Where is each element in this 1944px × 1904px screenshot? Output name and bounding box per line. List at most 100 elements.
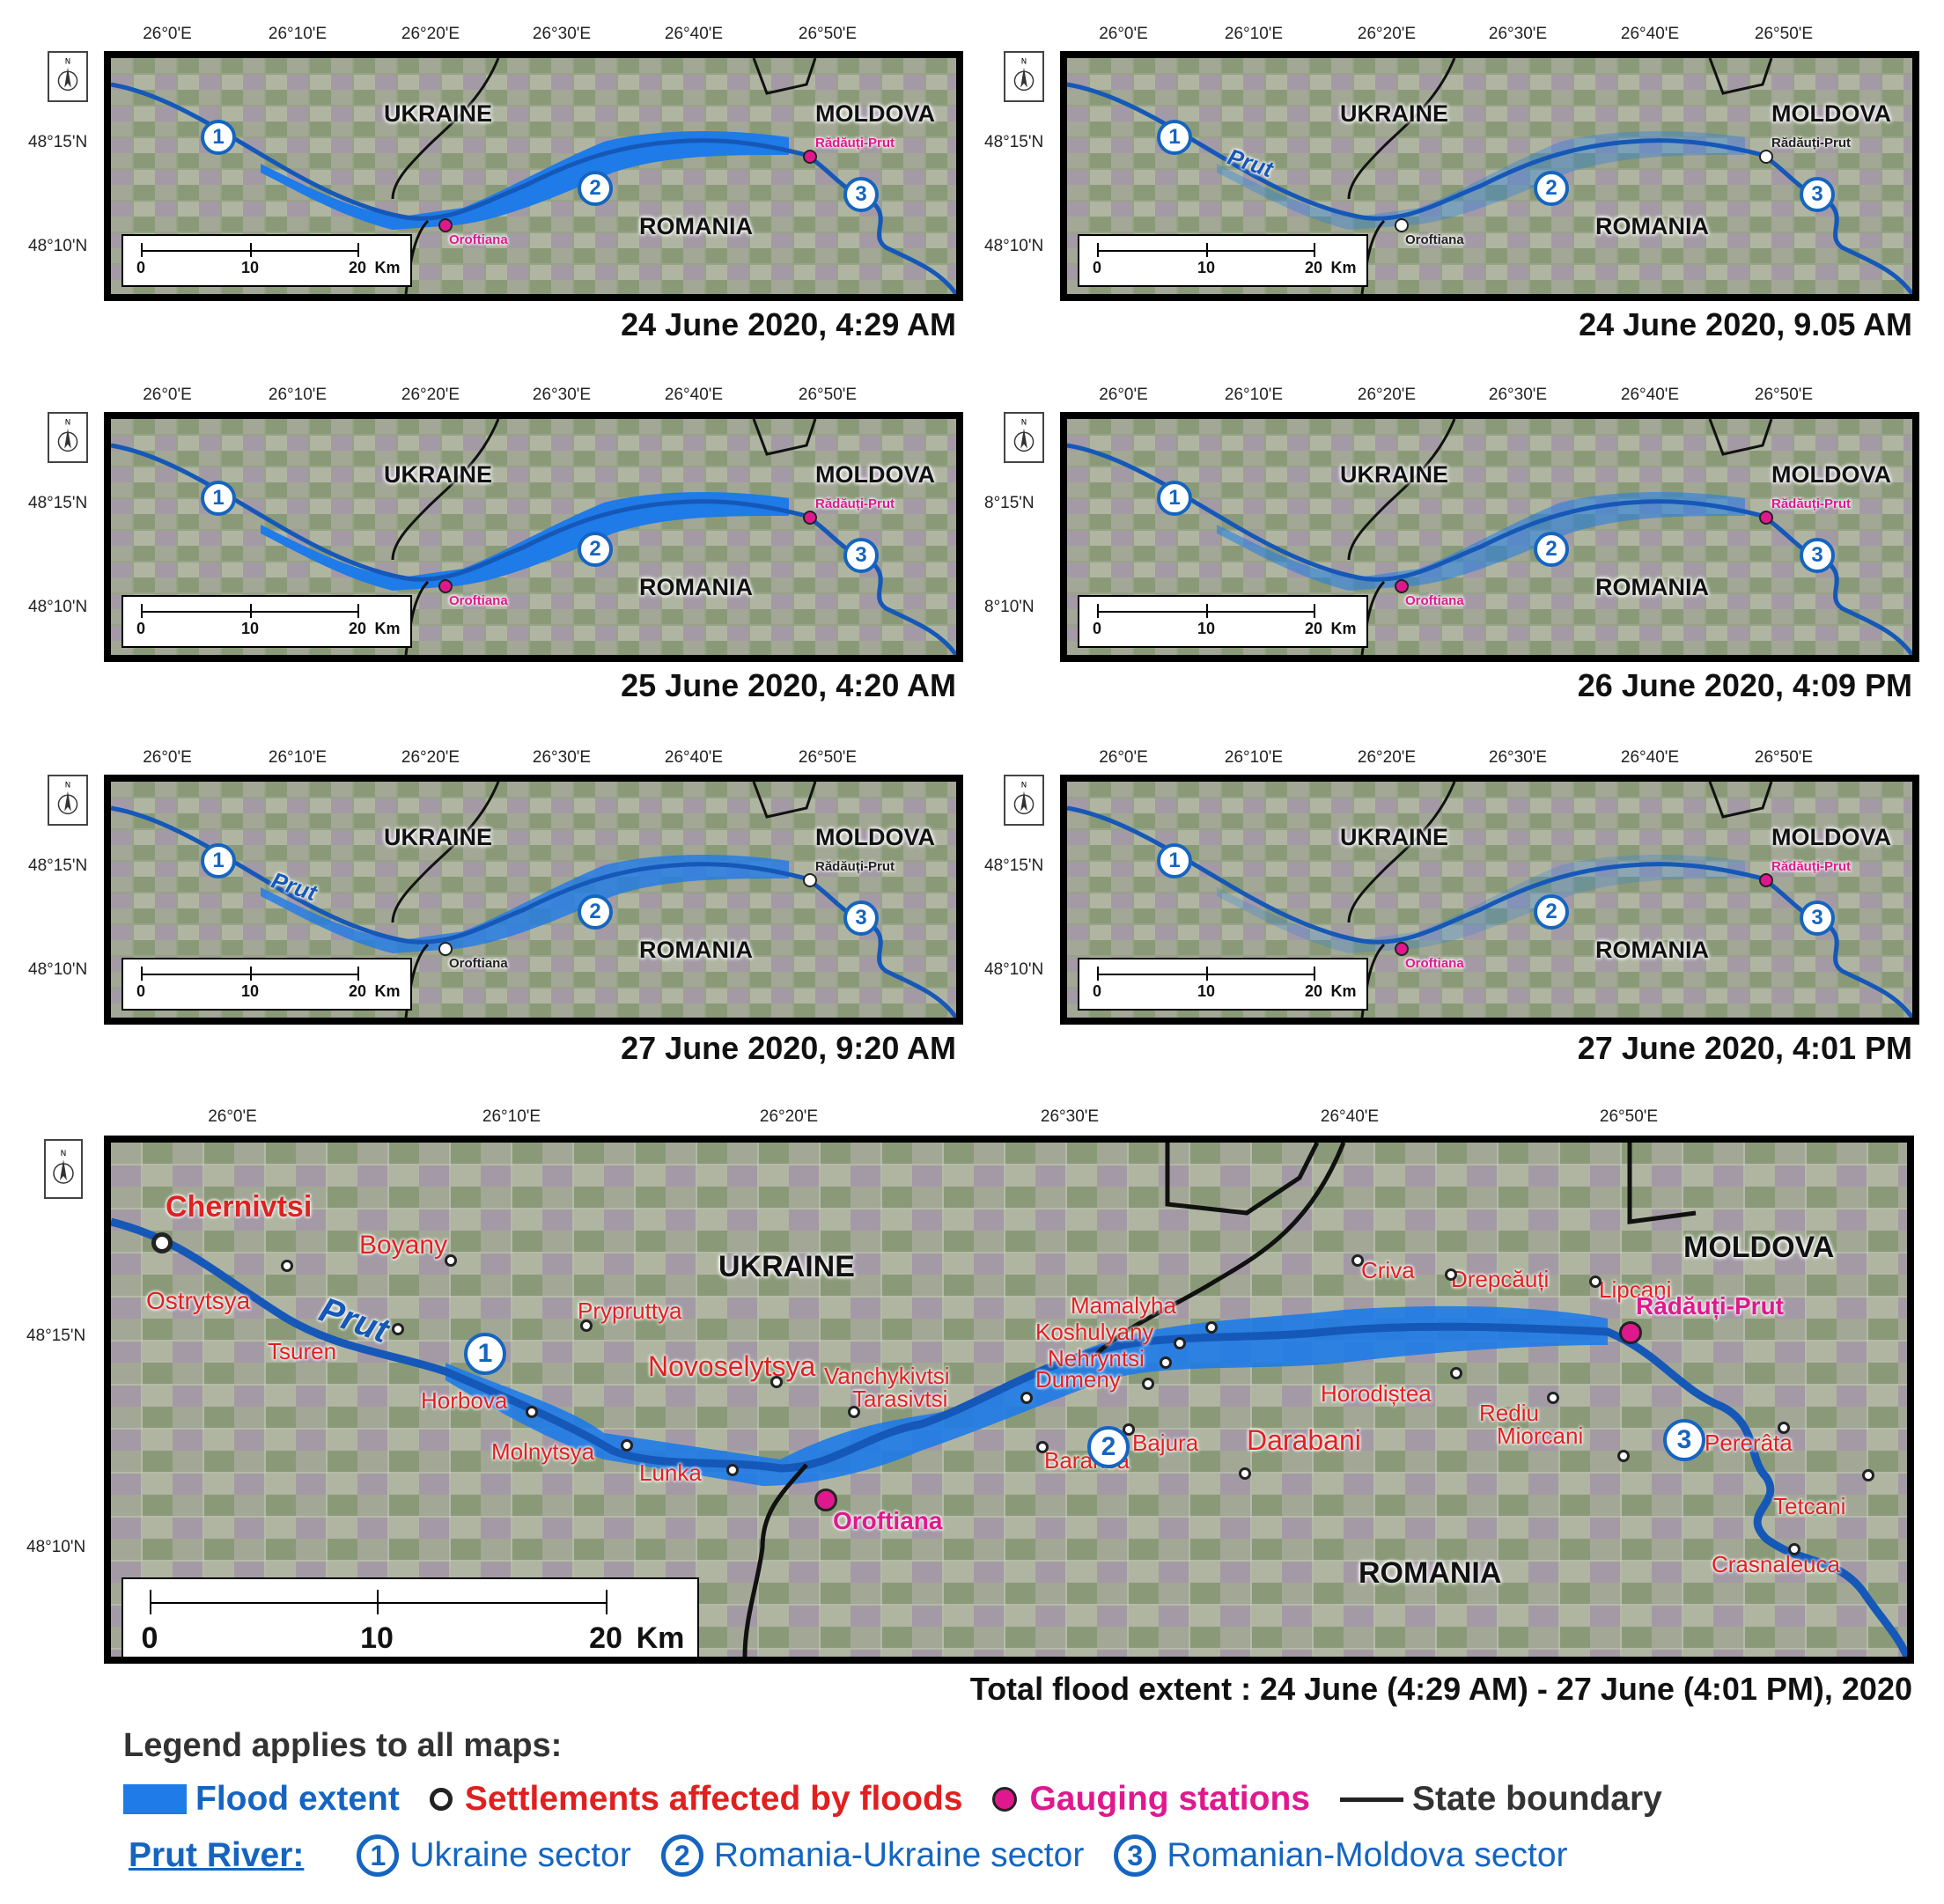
lon-tick: 26°10'E: [268, 386, 328, 404]
settlement-label: Miorcani: [1497, 1422, 1584, 1449]
gauging-station-marker: [438, 579, 453, 593]
legend-sector-3-label: Romanian-Moldova sector: [1167, 1836, 1568, 1874]
settlement-marker: [621, 1439, 633, 1452]
lon-tick: 26°30'E: [532, 748, 592, 767]
sector-marker-1: 1: [1157, 843, 1192, 878]
north-arrow-icon: N: [1004, 775, 1044, 826]
country-label-romania: ROMANIA: [1595, 574, 1709, 600]
city-label: Chernivtsi: [166, 1190, 313, 1224]
settlement-label: Lunka: [639, 1459, 702, 1486]
country-label-ukraine: UKRAINE: [384, 824, 493, 850]
lon-tick: 26°30'E: [1040, 1107, 1100, 1126]
settlement-marker: [1617, 1450, 1630, 1462]
lat-tick: 48°10'N: [26, 1538, 86, 1556]
gauging-station-label: Oroftiana: [449, 593, 508, 608]
lon-tick: 26°20'E: [401, 748, 460, 767]
settlement-marker: [848, 1406, 860, 1418]
flood-map-3: N 26°0'E 26°10'E 26°20'E 26°30'E 26°40'E 26°50…: [0, 361, 968, 713]
settlement-marker: [1862, 1469, 1874, 1481]
country-label-romania: ROMANIA: [1595, 937, 1709, 963]
lon-tick: 26°50'E: [1754, 25, 1814, 43]
settlement-marker: [1123, 1423, 1135, 1436]
sector-marker-3: 3: [843, 901, 879, 936]
lon-tick: 26°10'E: [1224, 386, 1284, 404]
settlement-marker: [770, 1376, 783, 1388]
sector-marker-2: 2: [1534, 532, 1569, 567]
gauging-station-label: Oroftiana: [449, 232, 508, 247]
lat-tick: 48°10'N: [984, 237, 1044, 255]
legend-sector-1-label: Ukraine sector: [409, 1836, 631, 1874]
gauging-station-label: Rădăuți-Prut: [815, 859, 895, 874]
scale-bar: 0 10 20 Km: [122, 958, 412, 1011]
lon-tick: 26°40'E: [664, 748, 724, 767]
legend-settlements: Settlements affected by floods: [429, 1780, 962, 1819]
gauging-station-marker: [1395, 218, 1409, 232]
lon-tick: 26°40'E: [1320, 1107, 1380, 1126]
legend-row-sectors: Prut River: 1 Ukraine sector 2 Romania-U…: [129, 1834, 1598, 1877]
gauging-station-label: Rădăuți-Prut: [1771, 496, 1851, 511]
svg-text:N: N: [61, 1150, 67, 1158]
sector-marker-1: 1: [464, 1333, 506, 1375]
country-label-moldova: MOLDOVA: [1771, 461, 1891, 488]
lon-tick: 26°40'E: [664, 25, 724, 43]
svg-text:N: N: [65, 58, 70, 67]
settlement-label: Rediu: [1479, 1400, 1539, 1426]
gauging-station-label: Rădăuți-Prut: [1771, 859, 1851, 874]
lon-tick: 26°20'E: [401, 25, 460, 43]
settlement-label: Tsuren: [268, 1338, 337, 1364]
settlement-marker: [580, 1320, 593, 1332]
country-label-romania: ROMANIA: [639, 937, 753, 963]
gauging-station-marker: [1395, 942, 1409, 956]
gauging-station-marker: [803, 511, 817, 525]
settlement-marker: [1020, 1392, 1033, 1404]
country-label-moldova: MOLDOVA: [1771, 100, 1891, 127]
lon-tick: 26°30'E: [1488, 386, 1548, 404]
sector-marker-3: 3: [843, 538, 879, 573]
north-arrow-icon: N: [1004, 51, 1044, 102]
north-arrow-icon: N: [48, 412, 88, 463]
lon-tick: 26°40'E: [1620, 748, 1680, 767]
lat-tick: 48°10'N: [28, 598, 88, 616]
gauging-station-label: Oroftiana: [1405, 956, 1464, 971]
settlement-label: Novoselytsya: [648, 1350, 816, 1382]
gauging-station-label: Oroftiana: [1405, 593, 1464, 608]
settlement-label: Molnytsya: [491, 1438, 595, 1465]
settlement-label: Mamalyha: [1071, 1292, 1176, 1319]
lon-tick: 26°50'E: [1754, 748, 1814, 767]
boundary-swatch: [1339, 1797, 1403, 1802]
lon-tick: 26°50'E: [1599, 1107, 1659, 1126]
map-caption: 24 June 2020, 9.05 AM: [1579, 306, 1912, 342]
north-arrow-icon: N: [1004, 412, 1044, 463]
lat-tick: 48°10'N: [984, 960, 1044, 979]
settlement-marker: [1239, 1467, 1251, 1480]
map-caption: 25 June 2020, 4:20 AM: [621, 667, 956, 703]
lon-tick: 26°0'E: [1099, 25, 1148, 43]
settlement-label: Prypruttya: [578, 1298, 682, 1324]
flood-map-1: N 26°0'E 26°10'E 26°20'E 26°30'E 26°40'E 26°50…: [0, 0, 968, 352]
gauging-station-label: Oroftiana: [449, 956, 508, 971]
svg-text:N: N: [1021, 419, 1027, 428]
settlement-label: Ostrytsya: [146, 1287, 251, 1314]
settlement-marker: [1778, 1422, 1790, 1434]
country-label-ukraine: UKRAINE: [1340, 461, 1449, 488]
map-caption: 27 June 2020, 9:20 AM: [621, 1030, 956, 1066]
legend-gauging: Gauging stations: [992, 1780, 1310, 1819]
map-frame: UKRAINE MOLDOVA ROMANIA Rădăuți-Prut Oroftia…: [1060, 412, 1919, 662]
settlement-marker: [1351, 1254, 1364, 1267]
lat-tick: 48°10'N: [28, 960, 88, 979]
country-label-romania: ROMANIA: [1595, 213, 1709, 239]
country-label-ukraine: UKRAINE: [384, 100, 493, 127]
lon-tick: 26°50'E: [798, 25, 858, 43]
settlement-label: Dumeny: [1035, 1366, 1121, 1393]
legend-boundary-label: State boundary: [1411, 1780, 1662, 1818]
country-label-moldova: MOLDOVA: [1771, 824, 1891, 850]
lat-tick: 48°15'N: [28, 856, 88, 875]
city-marker: [151, 1232, 173, 1253]
flood-map-2: N 26°0'E 26°10'E 26°20'E 26°30'E 26°40'E 26°50…: [956, 0, 1925, 352]
flood-map-4: N 26°0'E 26°10'E 26°20'E 26°30'E 26°40'E 26°50…: [956, 361, 1925, 713]
settlement-label: Lipcani: [1599, 1276, 1672, 1303]
lon-tick: 26°10'E: [1224, 748, 1284, 767]
gauging-station-marker: [1759, 150, 1773, 164]
country-label-ukraine: UKRAINE: [1340, 100, 1449, 127]
lat-tick: 48°15'N: [28, 494, 88, 512]
